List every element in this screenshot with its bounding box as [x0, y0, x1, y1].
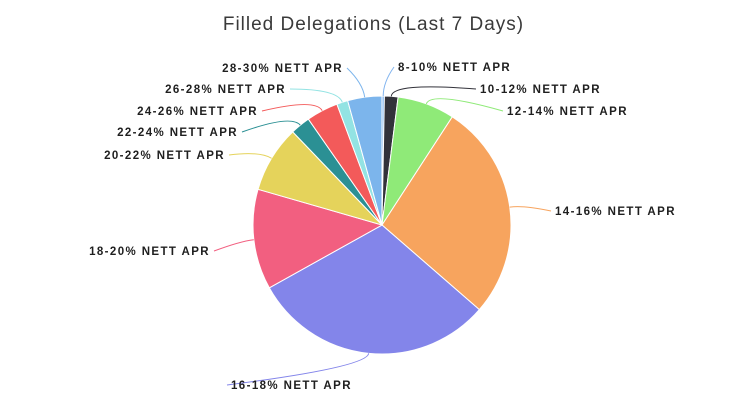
slice-label: 8-10% NETT APR [398, 62, 511, 74]
slice-label: 18-20% NETT APR [89, 246, 210, 258]
slice-label: 20-22% NETT APR [104, 150, 225, 162]
slice-label: 16-18% NETT APR [231, 380, 352, 392]
slice-label: 22-24% NETT APR [117, 127, 238, 139]
slice-connector [261, 104, 323, 112]
slice-connector [226, 353, 370, 386]
slice-connector [289, 88, 343, 103]
pie-slice[interactable] [268, 224, 481, 355]
slice-connector [228, 153, 272, 159]
slice-label: 12-14% NETT APR [507, 106, 628, 118]
slice-connector [509, 206, 552, 212]
slice-connector [346, 67, 366, 98]
slice-connector [390, 86, 477, 97]
slice-label: 28-30% NETT APR [222, 63, 343, 75]
slice-label: 14-16% NETT APR [555, 206, 676, 218]
slice-connector [425, 98, 504, 112]
chart-title: Filled Delegations (Last 7 Days) [222, 14, 525, 35]
slice-label: 24-26% NETT APR [137, 106, 258, 118]
slice-connector [241, 120, 301, 133]
pie-slice[interactable] [252, 188, 384, 289]
slice-label: 26-28% NETT APR [165, 84, 286, 96]
slice-connector [382, 66, 395, 97]
slice-connector [213, 239, 254, 252]
slice-label: 10-12% NETT APR [480, 84, 601, 96]
